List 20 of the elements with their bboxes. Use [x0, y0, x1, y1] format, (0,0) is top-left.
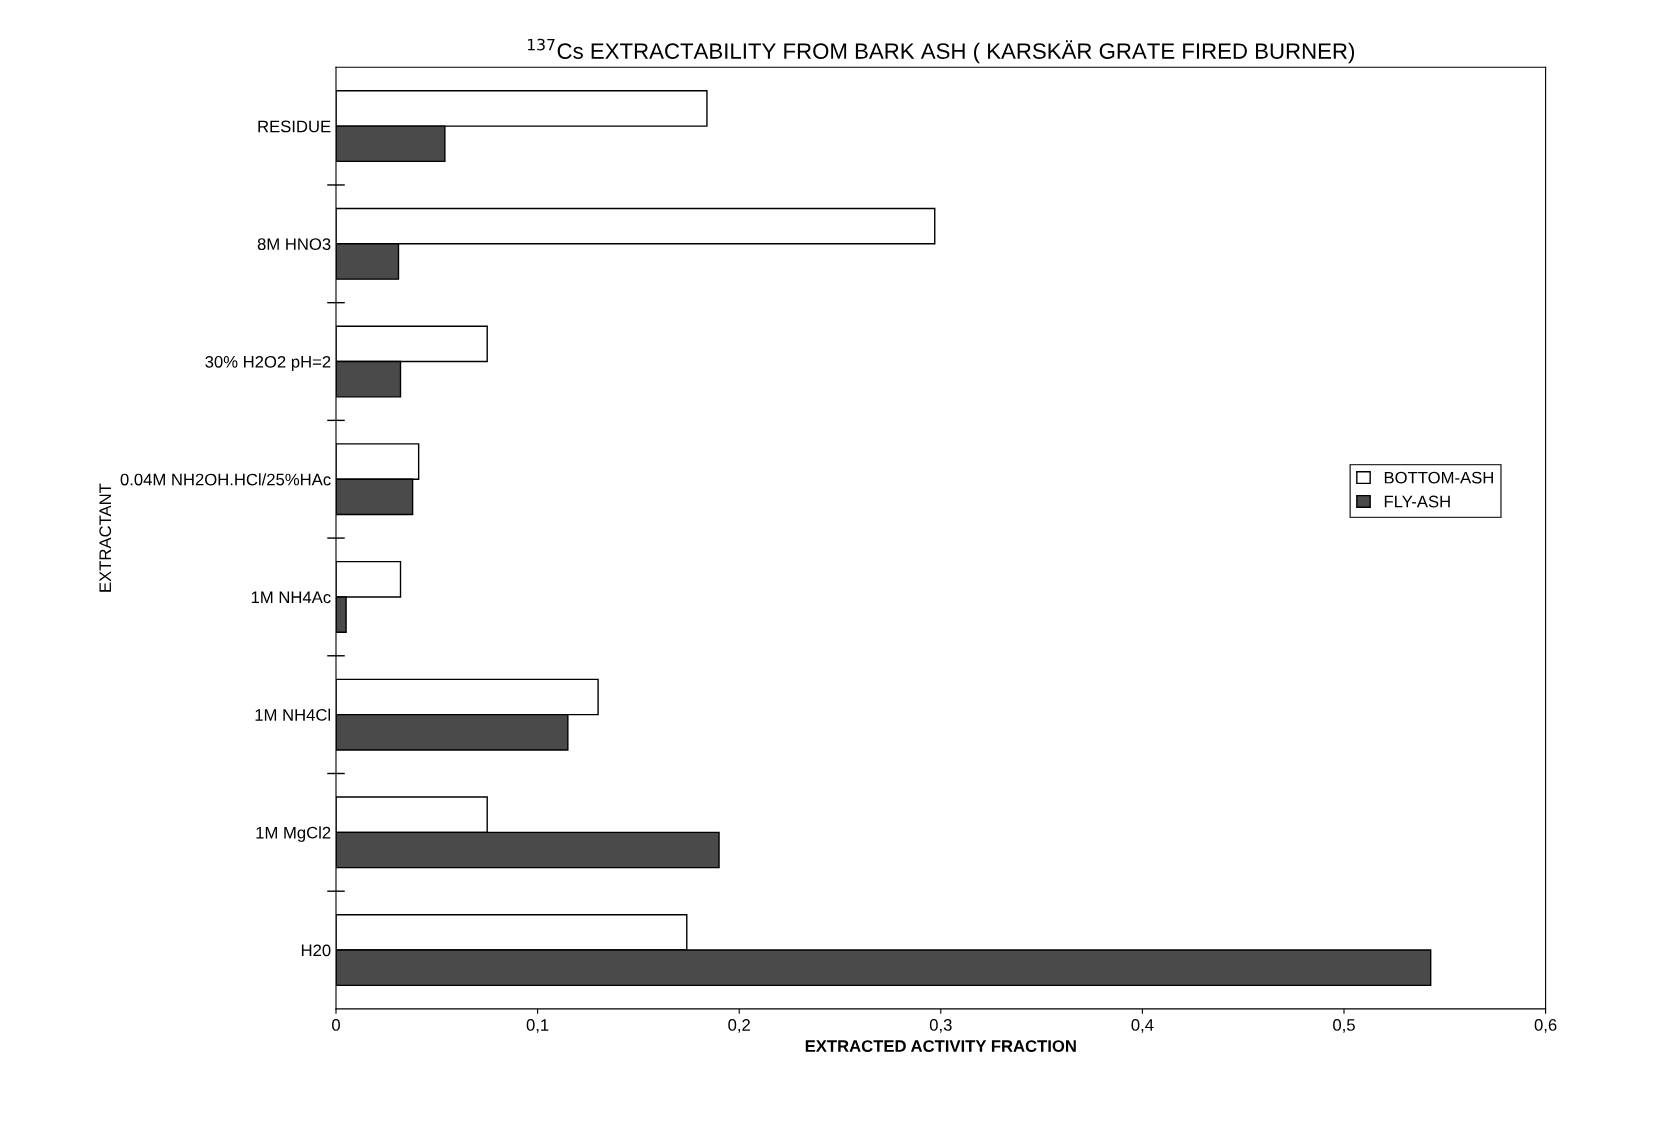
y-tick-label: H20	[301, 944, 331, 957]
legend-label: FLY-ASH	[1384, 495, 1450, 508]
x-tick-label: 0,3	[929, 1019, 952, 1033]
y-tick-label: 1M NH4Cl	[255, 708, 331, 721]
chart-title: $^{137}$Cs EXTRACTABILITY FROM BARK ASH ( KARSKÄR GRATE FIRED BURNER)	[527, 38, 1355, 64]
y-tick-label: 8M HNO3	[257, 238, 331, 251]
x-tick-label: 0,5	[1333, 1019, 1355, 1033]
legend-label: BOTTOM-ASH	[1384, 471, 1493, 484]
x-tick-label: 0,2	[728, 1019, 750, 1033]
y-axis-title: EXTRACTANT	[99, 483, 112, 592]
x-tick-label: 0,4	[1131, 1019, 1154, 1033]
y-tick-label: 1M MgCl2	[256, 826, 331, 842]
y-tick-label: 30% H2O2 pH=2	[205, 355, 331, 372]
y-tick-label: RESIDUE	[258, 120, 331, 133]
x-tick-label: 0,1	[526, 1019, 549, 1033]
y-tick-label: 0.04M NH2OH.HCl/25%HAc	[120, 473, 331, 486]
x-axis-title: EXTRACTED ACTIVITY FRACTION	[805, 1040, 1076, 1052]
x-tick-label: 0,6	[1534, 1019, 1557, 1033]
x-tick-label: 0	[332, 1019, 340, 1031]
y-tick-label: 1M NH4Ac	[251, 591, 331, 604]
